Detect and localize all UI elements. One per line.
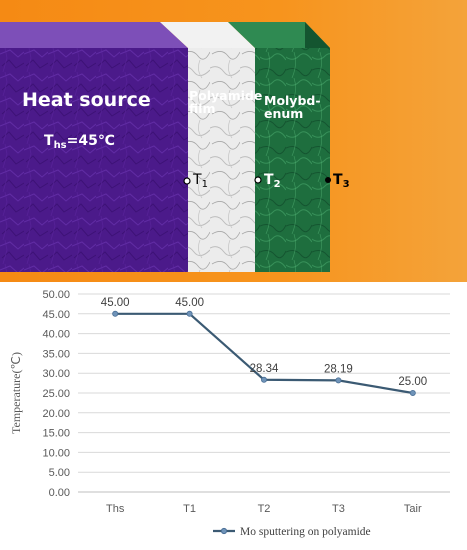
x-tick-label: Tair [404,503,422,515]
y-tick-label: 20.00 [42,408,70,420]
y-tick-label: 10.00 [42,447,70,459]
data-point [112,310,119,317]
temperature-chart: 0.00 5.00 10.00 15.00 20.00 25.00 30.00 35.00 40… [0,282,467,550]
t1-point-marker [183,177,191,185]
data-label: 25.00 [398,376,427,388]
y-tick-label: 25.00 [42,388,70,400]
y-axis-label: Temperature(℃) [9,352,23,434]
legend: Mo sputtering on polyamide [213,526,371,538]
heat-source-block [0,48,188,272]
y-tick-label: 15.00 [42,428,70,440]
data-point [335,377,342,384]
legend-label: Mo sputtering on polyamide [240,526,371,538]
y-tick-label: 45.00 [42,309,70,321]
t2-letter: T [264,172,274,188]
x-tick-label: Ths [106,503,125,515]
molybdenum-label: Molybd- enum [264,94,321,120]
moly-label-line1: Molybd- [264,93,321,108]
y-tick-label: 30.00 [42,368,70,380]
x-tick-label: T2 [258,503,271,515]
t3-label: T3 [333,172,350,190]
film-top-face [160,22,255,48]
x-tick-label: T3 [332,503,345,515]
data-point [186,310,193,317]
data-label: 45.00 [101,297,130,309]
heat-source-top-face [0,22,188,48]
film-label-line2: film [189,101,216,117]
data-point [409,390,416,397]
legend-marker [220,527,228,535]
molybdenum-block [255,48,330,272]
ths-letter: T [44,133,54,149]
data-label: 28.34 [250,363,279,375]
gridlines [78,293,450,493]
data-point [260,376,267,383]
y-axis-ticks: 0.00 5.00 10.00 15.00 20.00 25.00 30.00 35.00 40… [42,289,70,499]
y-tick-label: 50.00 [42,289,70,301]
y-tick-label: 40.00 [42,329,70,341]
data-labels: 45.00 45.00 28.34 28.19 25.00 [101,297,427,388]
ths-value: =45℃ [66,133,115,149]
chart-canvas: 0.00 5.00 10.00 15.00 20.00 25.00 30.00 35.00 40… [9,289,450,538]
data-label: 45.00 [175,297,204,309]
moly-top-face [228,22,330,48]
moly-label-line2: enum [264,106,304,122]
t3-point-marker [325,177,331,183]
t1-letter: T [193,172,202,188]
heat-transfer-illustration: Heat source Ths=45℃ Polyamide film Molyb… [0,0,467,282]
series-layer [112,310,416,397]
ths-subscript: hs [53,140,67,151]
illustration-graphic [0,0,467,282]
polyamide-film-label: Polyamide film [189,89,262,115]
t2-point-marker [254,176,262,184]
polyamide-film-block [188,48,255,272]
t2-subscript: 2 [273,179,281,190]
y-tick-label: 35.00 [42,348,70,360]
y-tick-label: 0.00 [49,487,70,499]
data-label: 28.19 [324,363,353,375]
t1-label: T1 [193,172,208,190]
t1-subscript: 1 [201,179,208,190]
film-label-line1: Polyamide [189,88,263,103]
x-tick-label: T1 [183,503,196,515]
heat-source-temperature: Ths=45℃ [44,134,115,152]
t3-subscript: 3 [342,179,350,190]
t2-label: T2 [264,172,281,190]
t3-letter: T [333,172,343,188]
heat-source-label: Heat source [22,89,151,111]
x-axis-ticks: Ths T1 T2 T3 Tair [106,503,422,515]
y-tick-label: 5.00 [49,467,70,479]
